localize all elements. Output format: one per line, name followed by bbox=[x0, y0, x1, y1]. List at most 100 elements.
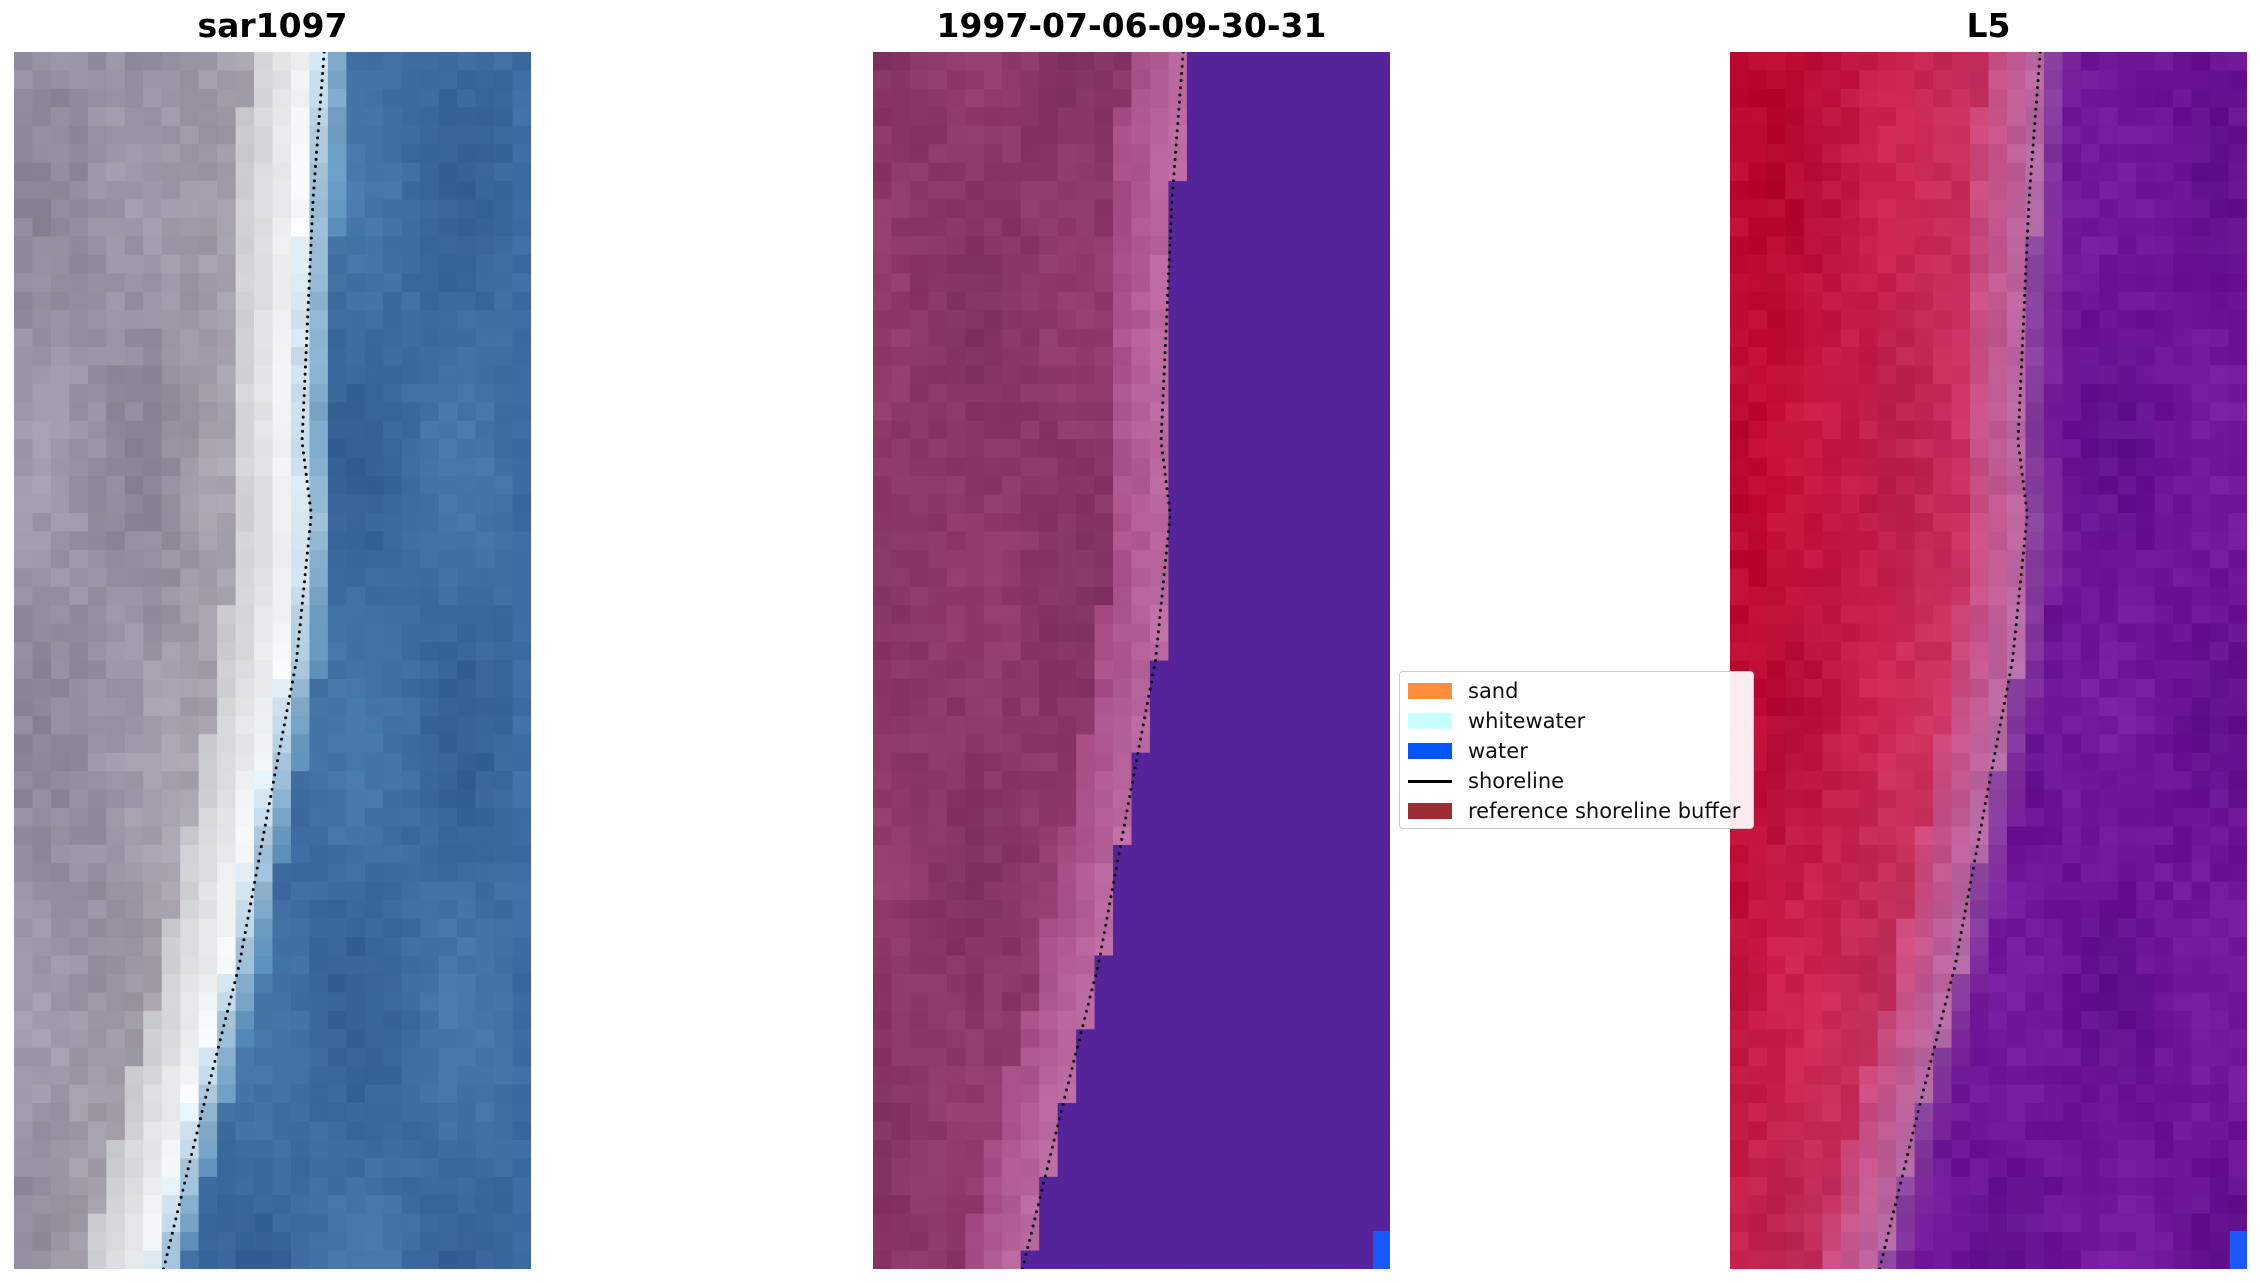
class-pixel bbox=[873, 144, 893, 164]
index-pixel bbox=[1803, 568, 1823, 588]
rgb-pixel bbox=[512, 328, 531, 348]
class-pixel bbox=[1020, 1176, 1040, 1196]
rgb-pixel bbox=[457, 992, 477, 1012]
index-pixel bbox=[2228, 328, 2247, 348]
rgb-pixel bbox=[87, 365, 107, 385]
rgb-pixel bbox=[235, 144, 255, 164]
rgb-pixel bbox=[87, 660, 107, 680]
rgb-pixel bbox=[364, 863, 384, 883]
rgb-pixel bbox=[198, 715, 218, 735]
rgb-pixel bbox=[69, 254, 89, 274]
shoreline-dot bbox=[302, 394, 306, 398]
rgb-pixel bbox=[290, 125, 311, 145]
class-pixel bbox=[1260, 697, 1280, 717]
class-pixel bbox=[1131, 1084, 1151, 1104]
index-pixel bbox=[2210, 605, 2230, 625]
rgb-pixel bbox=[254, 937, 274, 957]
rgb-pixel bbox=[420, 254, 440, 274]
rgb-pixel bbox=[512, 291, 531, 311]
class-pixel bbox=[1149, 992, 1170, 1012]
rgb-pixel bbox=[401, 623, 421, 643]
rgb-pixel bbox=[401, 1066, 421, 1086]
class-pixel bbox=[928, 771, 948, 791]
rgb-pixel bbox=[401, 881, 421, 901]
rgb-pixel bbox=[106, 623, 126, 643]
class-pixel bbox=[1113, 1121, 1133, 1141]
class-pixel bbox=[1057, 697, 1077, 717]
rgb-pixel bbox=[254, 715, 274, 735]
class-pixel bbox=[1168, 181, 1188, 201]
rgb-pixel bbox=[272, 642, 292, 662]
rgb-pixel bbox=[327, 678, 347, 698]
rgb-pixel bbox=[32, 1103, 52, 1123]
rgb-pixel bbox=[346, 199, 366, 219]
index-pixel bbox=[1840, 328, 1860, 348]
class-pixel bbox=[1094, 771, 1114, 791]
class-pixel bbox=[1002, 734, 1022, 754]
rgb-pixel bbox=[14, 1195, 34, 1215]
class-pixel bbox=[1316, 328, 1336, 348]
rgb-pixel bbox=[87, 144, 107, 164]
rgb-pixel bbox=[14, 1250, 34, 1269]
rgb-pixel bbox=[401, 512, 421, 533]
index-pixel bbox=[2136, 181, 2156, 201]
shoreline-dot bbox=[295, 651, 299, 655]
shoreline-dot bbox=[1154, 651, 1158, 655]
index-pixel bbox=[2043, 476, 2063, 496]
class-pixel bbox=[1094, 973, 1114, 994]
class-pixel bbox=[1113, 1103, 1133, 1123]
class-pixel bbox=[1131, 1195, 1151, 1215]
rgb-pixel bbox=[346, 217, 366, 237]
class-pixel bbox=[1371, 678, 1390, 698]
class-pixel bbox=[1297, 1047, 1317, 1067]
class-pixel bbox=[1186, 844, 1206, 864]
shoreline-dot bbox=[300, 601, 304, 605]
class-pixel bbox=[1039, 955, 1059, 975]
class-pixel bbox=[1279, 254, 1299, 274]
class-pixel bbox=[1168, 494, 1188, 514]
class-pixel bbox=[1205, 1066, 1225, 1086]
rgb-pixel bbox=[272, 826, 292, 846]
class-pixel bbox=[1371, 494, 1390, 514]
rgb-pixel bbox=[327, 107, 347, 127]
index-pixel bbox=[1766, 402, 1786, 422]
index-pixel bbox=[1877, 125, 1897, 145]
index-pixel bbox=[2136, 383, 2156, 403]
class-pixel bbox=[1002, 347, 1022, 367]
rgb-pixel bbox=[143, 1232, 163, 1252]
class-pixel bbox=[1131, 254, 1151, 274]
rgb-pixel bbox=[32, 900, 52, 920]
index-pixel bbox=[1914, 402, 1934, 422]
class-pixel bbox=[965, 328, 985, 348]
rgb-pixel bbox=[512, 568, 531, 588]
class-pixel bbox=[1113, 881, 1133, 901]
rgb-pixel bbox=[457, 752, 477, 772]
rgb-pixel bbox=[401, 1195, 421, 1215]
index-pixel bbox=[2062, 181, 2082, 201]
rgb-pixel bbox=[309, 734, 329, 754]
class-pixel bbox=[1186, 715, 1206, 735]
class-pixel bbox=[946, 1084, 966, 1104]
rgb-pixel bbox=[14, 144, 34, 164]
class-pixel bbox=[1168, 678, 1188, 698]
class-pixel bbox=[946, 531, 966, 551]
class-pixel bbox=[1057, 273, 1077, 293]
class-pixel bbox=[1223, 1232, 1243, 1252]
rgb-pixel bbox=[438, 1195, 458, 1215]
rgb-pixel bbox=[420, 715, 440, 735]
rgb-pixel bbox=[309, 771, 329, 791]
index-image bbox=[1730, 52, 2247, 1269]
class-pixel bbox=[891, 881, 911, 901]
rgb-pixel bbox=[32, 549, 52, 569]
rgb-pixel bbox=[32, 70, 52, 90]
rgb-pixel bbox=[383, 1195, 403, 1215]
class-pixel bbox=[1113, 420, 1133, 440]
index-pixel bbox=[1859, 549, 1879, 569]
class-pixel bbox=[1057, 236, 1077, 256]
class-pixel bbox=[891, 992, 911, 1012]
class-pixel bbox=[1113, 955, 1133, 975]
index-pixel bbox=[1785, 88, 1805, 108]
class-pixel bbox=[1149, 383, 1170, 403]
class-pixel bbox=[1334, 623, 1354, 643]
class-pixel bbox=[909, 420, 929, 440]
